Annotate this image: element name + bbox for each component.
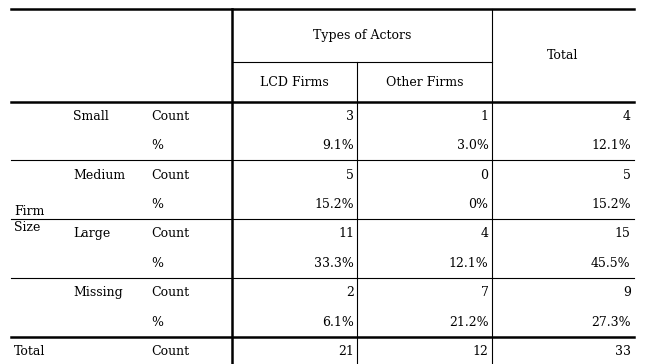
Text: 21: 21 xyxy=(339,345,354,358)
Text: 9.1%: 9.1% xyxy=(322,139,354,152)
Text: 7: 7 xyxy=(481,286,489,299)
Text: 33: 33 xyxy=(615,345,631,358)
Text: 11: 11 xyxy=(339,228,354,241)
Text: 3.0%: 3.0% xyxy=(457,139,489,152)
Text: %: % xyxy=(152,198,163,211)
Text: 1: 1 xyxy=(481,110,489,123)
Text: 15.2%: 15.2% xyxy=(591,198,631,211)
Text: 12.1%: 12.1% xyxy=(591,139,631,152)
Text: Total: Total xyxy=(547,48,579,62)
Text: 0%: 0% xyxy=(469,198,489,211)
Text: 12: 12 xyxy=(473,345,489,358)
Text: Medium: Medium xyxy=(73,169,125,182)
Text: LCD Firms: LCD Firms xyxy=(260,76,329,88)
Text: Missing: Missing xyxy=(73,286,123,299)
Text: %: % xyxy=(152,257,163,270)
Text: Count: Count xyxy=(152,345,190,358)
Text: Count: Count xyxy=(152,169,190,182)
Text: %: % xyxy=(152,316,163,329)
Text: Count: Count xyxy=(152,286,190,299)
Text: 2: 2 xyxy=(346,286,354,299)
Text: Small: Small xyxy=(73,110,109,123)
Text: 0: 0 xyxy=(481,169,489,182)
Text: Firm: Firm xyxy=(14,205,45,218)
Text: 4: 4 xyxy=(481,228,489,241)
Text: 9: 9 xyxy=(623,286,631,299)
Text: 12.1%: 12.1% xyxy=(449,257,489,270)
Text: 3: 3 xyxy=(346,110,354,123)
Text: 5: 5 xyxy=(623,169,631,182)
Text: Total: Total xyxy=(14,345,46,358)
Text: Large: Large xyxy=(73,228,110,241)
Text: Types of Actors: Types of Actors xyxy=(313,29,411,42)
Text: %: % xyxy=(152,139,163,152)
Text: Size: Size xyxy=(14,221,41,234)
Text: 15.2%: 15.2% xyxy=(315,198,354,211)
Text: 15: 15 xyxy=(615,228,631,241)
Text: 45.5%: 45.5% xyxy=(591,257,631,270)
Text: 4: 4 xyxy=(622,110,631,123)
Text: 33.3%: 33.3% xyxy=(315,257,354,270)
Text: Count: Count xyxy=(152,228,190,241)
Text: 5: 5 xyxy=(346,169,354,182)
Text: 27.3%: 27.3% xyxy=(591,316,631,329)
Text: Other Firms: Other Firms xyxy=(386,76,463,88)
Text: Count: Count xyxy=(152,110,190,123)
Text: 21.2%: 21.2% xyxy=(449,316,489,329)
Text: 6.1%: 6.1% xyxy=(322,316,354,329)
